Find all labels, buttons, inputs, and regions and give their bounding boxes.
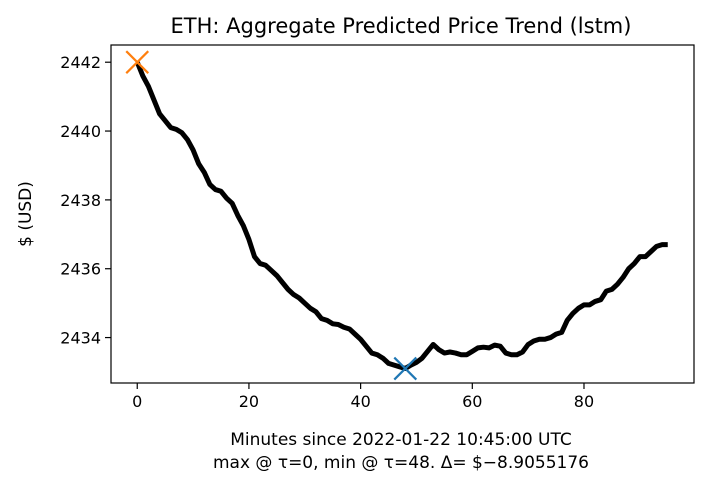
y-tick-label: 2434 xyxy=(60,329,101,348)
max-marker xyxy=(125,50,150,74)
x-tick-label: 40 xyxy=(350,392,370,411)
axes-frame xyxy=(110,44,695,384)
x-tick-label: 80 xyxy=(574,392,594,411)
chart-title: ETH: Aggregate Predicted Price Trend (ls… xyxy=(171,14,632,38)
min-marker xyxy=(393,356,418,381)
x-tick-label: 60 xyxy=(462,392,482,411)
x-axis-sublabel: max @ τ=0, min @ τ=48. Δ= $−8.9055176 xyxy=(213,453,589,473)
extremum-markers xyxy=(125,50,418,381)
y-axis-ticks: 2434 2436 2438 2440 2442 xyxy=(60,53,111,348)
y-axis-label: $ (USD) xyxy=(16,181,36,247)
x-tick-label: 0 xyxy=(132,392,142,411)
min-marker-stroke xyxy=(393,356,418,381)
price-trend-line xyxy=(134,61,668,372)
max-marker-stroke xyxy=(125,50,150,74)
y-tick-label: 2440 xyxy=(60,122,101,141)
x-tick-label: 20 xyxy=(239,392,259,411)
y-tick-label: 2436 xyxy=(60,260,101,279)
x-axis-ticks: 0 20 40 60 80 xyxy=(132,383,594,411)
y-tick-label: 2442 xyxy=(60,53,101,72)
y-tick-label: 2438 xyxy=(60,191,101,210)
plot-area xyxy=(125,50,668,381)
x-axis-label: Minutes since 2022-01-22 10:45:00 UTC xyxy=(230,430,572,450)
